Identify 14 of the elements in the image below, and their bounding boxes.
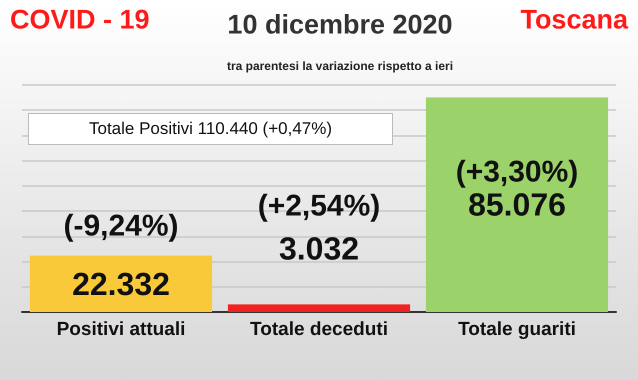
x-tick-label: Positivi attuali bbox=[56, 319, 186, 340]
x-tick-label: Totale guariti bbox=[458, 319, 576, 340]
text: COVID - 19 bbox=[10, 4, 150, 34]
data-label: 22.332 bbox=[72, 266, 170, 302]
annotation: (-9,24%) bbox=[63, 210, 179, 242]
chart-title: 10 dicembre 2020 bbox=[227, 10, 453, 40]
annotation: (+2,54%) bbox=[258, 190, 380, 222]
data-label: 3.032 bbox=[278, 230, 360, 266]
data-label: 85.076 bbox=[468, 186, 566, 223]
annotation: (+3,30%) bbox=[456, 156, 578, 188]
x-tick-label: Totale deceduti bbox=[250, 319, 388, 340]
text-box: Totale Positivi 110.440 (+0,47%) bbox=[28, 113, 393, 145]
chart-subtitle: tra parentesi la variazione rispetto a ieri bbox=[226, 59, 454, 73]
text: Toscana bbox=[520, 4, 629, 34]
